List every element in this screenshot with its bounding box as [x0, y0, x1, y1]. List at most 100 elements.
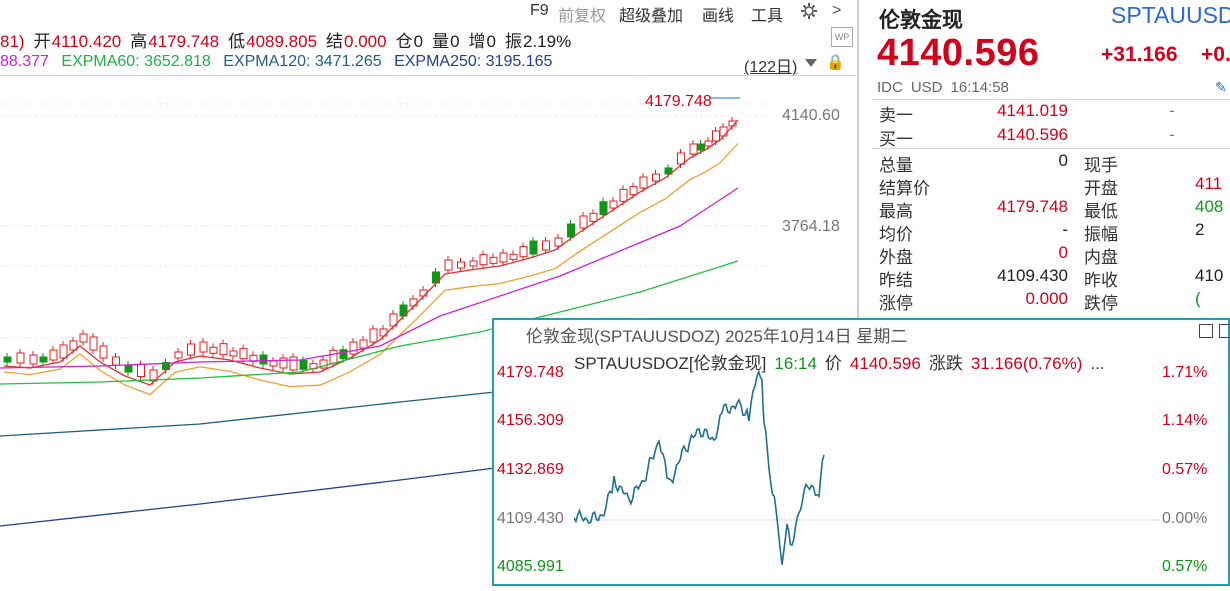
candle-body	[554, 237, 563, 247]
stat-label: 振幅	[1084, 225, 1118, 244]
stat-label: 最高	[879, 202, 913, 221]
panel-divider	[857, 0, 859, 586]
axis-label-top: 4140.60	[782, 107, 840, 124]
info-partial: 81)	[0, 32, 25, 51]
stat-value: 408	[1195, 197, 1224, 216]
settle-label: 结	[326, 32, 344, 51]
open-value: 4110.420	[51, 32, 122, 51]
chart-toolbar: F9 前复权 超级叠加 画线 工具 > WP	[0, 0, 858, 47]
candle-body	[49, 349, 58, 361]
stat-value: 4179.748	[997, 197, 1068, 216]
vol-value: 0	[450, 32, 460, 51]
buy1-price: 4140.596	[997, 125, 1068, 144]
ma10-line	[3, 142, 739, 396]
candle-body	[239, 348, 248, 360]
candle-body	[112, 356, 120, 366]
wp-icon[interactable]: WP	[831, 27, 853, 47]
popup-more[interactable]: ...	[1090, 354, 1105, 373]
candle-body	[542, 240, 550, 251]
quote-meta: IDC USD 16:14:58	[877, 79, 1017, 96]
candle-body	[369, 328, 378, 343]
currency-label: USD	[910, 79, 943, 96]
axis-label-mid: 3764.18	[782, 218, 840, 235]
candle-body	[269, 360, 278, 367]
f9-button[interactable]: F9	[530, 2, 549, 19]
fuquan-button[interactable]: 前复权	[558, 8, 607, 25]
stats-row: 昨结 4109.430 昨收 410	[860, 266, 1230, 290]
lock-icon[interactable]: 🔒	[826, 54, 845, 71]
popup-y-left-3: 4109.430	[497, 510, 564, 527]
candle-body	[39, 356, 48, 363]
candle-body	[259, 354, 268, 365]
stat-label: 最低	[1084, 202, 1118, 221]
edit-icon[interactable]: ✎	[1215, 79, 1227, 95]
popup-y-left-1: 4156.309	[497, 412, 564, 429]
overlay-button[interactable]: 超级叠加	[619, 8, 684, 25]
candle-body	[619, 188, 628, 202]
popup-y-right-2: 0.57%	[1162, 461, 1208, 478]
pos-value: 0	[413, 32, 424, 51]
candle-body	[299, 359, 308, 370]
candle-body	[697, 143, 705, 151]
instrument-code[interactable]: SPTAUUSD	[1111, 2, 1230, 28]
candle-body	[3, 356, 12, 363]
candle-body	[329, 349, 338, 364]
stats-row: 涨停 0.000 跌停 (	[860, 289, 1230, 313]
period-selector[interactable]: (122日)	[744, 59, 798, 76]
candle-body	[489, 256, 498, 264]
inc-value: 0	[486, 32, 496, 51]
stat-label: 总量	[879, 156, 913, 175]
ma-partial: 88.377	[0, 53, 49, 70]
popup-title: 伦敦金现(SPTAUUSDOZ) 2025年10月14日 星期二	[526, 327, 908, 346]
popup-y-left-2: 4132.869	[497, 461, 564, 478]
candle-body	[599, 201, 608, 216]
popup-price-label: 价	[824, 354, 842, 373]
chevron-right-icon[interactable]: >	[832, 2, 842, 19]
candle-body	[469, 260, 478, 267]
ma250-line	[0, 467, 496, 527]
candle-body	[704, 140, 713, 147]
maximize-icon[interactable]	[1199, 324, 1213, 338]
candle-body	[209, 346, 218, 354]
stat-label: 昨结	[879, 271, 913, 290]
intraday-chart[interactable]	[574, 370, 1159, 585]
stat-label: 跌停	[1084, 294, 1118, 313]
last-price: 4140.596	[877, 32, 1040, 74]
amp-value: 2.19%	[523, 32, 572, 51]
candle-body	[712, 130, 720, 142]
candle-body	[279, 357, 288, 369]
high-value: 4179.748	[148, 32, 220, 51]
candle-body	[99, 345, 108, 359]
ohlc-info-line: 81) 开4110.420 高4179.748 低4089.805 结0.000 仓0 量0…	[0, 27, 580, 51]
candle-body	[219, 343, 228, 356]
candle-body	[359, 339, 368, 349]
candle-body	[69, 340, 78, 351]
candle-body	[339, 349, 348, 360]
candle-body	[349, 341, 358, 355]
buy1-volume: -	[1169, 125, 1175, 144]
expma120-label: EXPMA120: 3471.265	[223, 53, 382, 70]
sell1-volume: -	[1169, 101, 1175, 120]
divider	[872, 99, 1230, 100]
candle-body	[579, 215, 588, 229]
header-divider	[0, 75, 856, 76]
draw-button[interactable]: 画线	[702, 8, 735, 25]
close-icon[interactable]	[1219, 324, 1229, 338]
tools-button[interactable]: 工具	[751, 8, 784, 25]
dropdown-triangle-icon[interactable]	[804, 56, 818, 74]
stat-value: 0	[1058, 151, 1068, 170]
price-change: +31.166	[1101, 43, 1178, 66]
price-change-pct: +0.	[1201, 43, 1230, 66]
popup-y-left-0: 4179.748	[497, 364, 564, 381]
candle-body	[529, 240, 538, 255]
popup-y-right-1: 1.14%	[1162, 412, 1208, 429]
ma20-line	[0, 187, 739, 369]
gear-icon[interactable]	[798, 1, 820, 21]
ma-info-line: 88.377 EXPMA60: 3652.818 EXPMA120: 3471.…	[0, 53, 560, 71]
candle-body	[629, 186, 638, 196]
popup-price: 4140.596	[849, 354, 921, 373]
ma60-line	[0, 260, 739, 385]
candle-body	[677, 152, 685, 165]
stat-value: (	[1195, 289, 1201, 308]
candle-body	[609, 200, 618, 209]
